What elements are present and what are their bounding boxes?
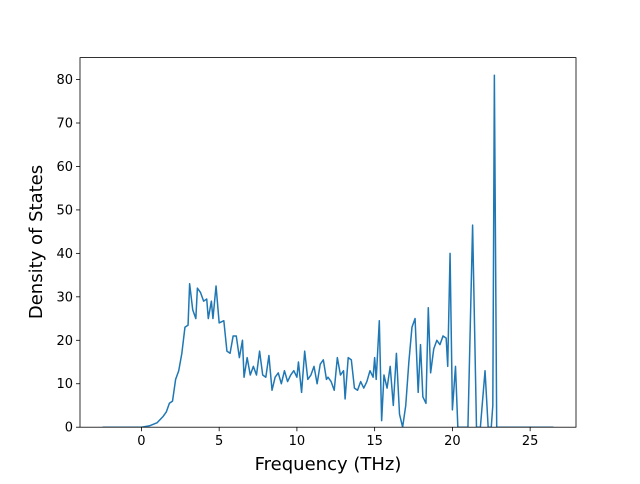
y-tick-label: 70: [56, 117, 73, 132]
x-tick-label: 20: [444, 434, 461, 449]
x-tick-label: 0: [137, 434, 145, 449]
y-tick-label: 20: [56, 334, 73, 349]
line-series: [102, 74, 554, 428]
x-axis-label: Frequency (THz): [255, 454, 402, 475]
y-tick-label: 30: [56, 290, 73, 305]
y-tick-label: 50: [56, 203, 73, 218]
y-tick-label: 0: [65, 421, 73, 436]
y-tick-label: 10: [56, 377, 73, 392]
x-tick-label: 5: [215, 434, 223, 449]
y-tick-label: 80: [56, 73, 73, 88]
y-tick-label: 60: [56, 160, 73, 175]
x-tick-label: 25: [522, 434, 539, 449]
plot-frame: [79, 57, 577, 428]
y-axis-label: Density of States: [26, 165, 47, 319]
x-tick-label: 15: [366, 434, 383, 449]
x-tick-label: 10: [289, 434, 306, 449]
y-tick-label: 40: [56, 247, 73, 262]
